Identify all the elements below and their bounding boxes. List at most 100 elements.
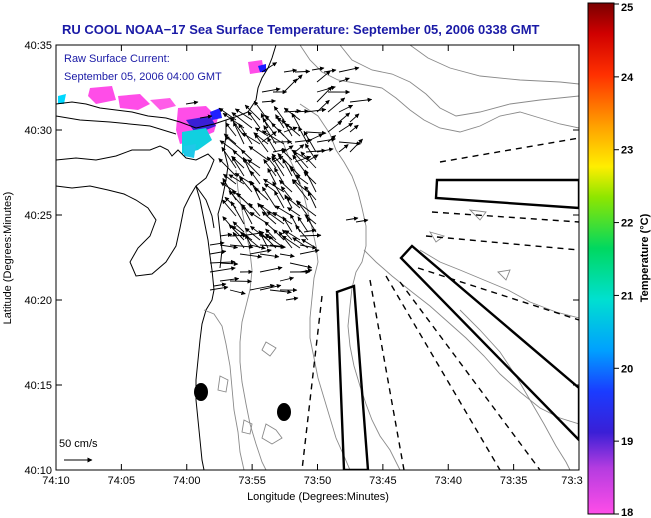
x-tick-label: 73:55 bbox=[238, 475, 266, 487]
current-vector bbox=[223, 173, 237, 185]
y-tick-label: 40:15 bbox=[24, 380, 52, 392]
y-tick-label: 40:25 bbox=[24, 210, 52, 222]
current-vector bbox=[349, 138, 363, 153]
current-vector bbox=[219, 244, 239, 250]
current-vector bbox=[239, 230, 265, 237]
colorbar-tick-label: 18 bbox=[621, 507, 633, 518]
current-vector bbox=[232, 231, 245, 249]
current-vector bbox=[272, 211, 293, 225]
x-tick-label: 74:00 bbox=[173, 475, 201, 487]
current-vector bbox=[242, 132, 261, 145]
x-tick-label: 73:40 bbox=[434, 475, 462, 487]
current-vector bbox=[224, 135, 245, 153]
current-vector bbox=[299, 233, 322, 238]
current-vector bbox=[311, 66, 325, 71]
current-vector bbox=[316, 86, 333, 103]
current-vector bbox=[294, 109, 309, 114]
current-vector bbox=[274, 190, 285, 209]
current-vector bbox=[248, 202, 261, 217]
current-vector bbox=[213, 282, 227, 287]
current-vector bbox=[294, 144, 305, 153]
current-vector bbox=[274, 205, 293, 217]
current-vector bbox=[338, 112, 351, 123]
current-vector bbox=[272, 147, 287, 153]
current-vector bbox=[304, 169, 317, 193]
current-vector bbox=[305, 107, 327, 113]
current-vector bbox=[272, 155, 284, 163]
colorbar-tick-label: 23 bbox=[621, 145, 633, 157]
current-vector bbox=[286, 196, 301, 209]
current-vector bbox=[297, 216, 309, 233]
current-vector bbox=[221, 146, 237, 169]
current-vector bbox=[209, 241, 225, 246]
current-vector bbox=[209, 259, 236, 265]
current-vector bbox=[263, 159, 277, 177]
sst-patches bbox=[58, 60, 266, 158]
current-vector bbox=[249, 244, 266, 250]
current-vector bbox=[249, 248, 272, 255]
current-vector bbox=[299, 248, 320, 255]
current-vector bbox=[221, 199, 237, 217]
current-vector bbox=[291, 179, 309, 201]
current-vector bbox=[228, 174, 245, 185]
current-vector bbox=[283, 126, 298, 133]
current-vector bbox=[239, 253, 263, 259]
current-vector bbox=[279, 253, 295, 258]
current-vector bbox=[298, 126, 309, 145]
current-vector bbox=[289, 262, 313, 270]
current-vector bbox=[307, 191, 317, 209]
scale-label: 50 cm/s bbox=[59, 438, 98, 450]
current-vector bbox=[243, 158, 261, 177]
current-vector bbox=[291, 112, 301, 129]
current-vector bbox=[219, 232, 233, 238]
x-tick-label: 73:35 bbox=[500, 475, 528, 487]
x-axis-label: Longitude (Degrees:Minutes) bbox=[247, 491, 389, 503]
current-vector bbox=[234, 108, 253, 121]
x-tick-label: 74:10 bbox=[42, 475, 70, 487]
current-vector bbox=[259, 253, 280, 259]
current-vector bbox=[269, 289, 292, 295]
colorbar-tick-label: 20 bbox=[621, 363, 633, 375]
current-vector bbox=[287, 207, 301, 217]
current-vector bbox=[273, 106, 285, 121]
current-vector bbox=[338, 104, 354, 113]
current-vector bbox=[219, 261, 239, 267]
colorbar-ticks: 25 24 23 22 21 20 19 18 bbox=[614, 2, 634, 518]
current-vector bbox=[281, 235, 301, 249]
channel-outlines bbox=[335, 178, 579, 470]
current-vector bbox=[327, 135, 336, 143]
current-vector bbox=[225, 122, 237, 137]
current-vector bbox=[219, 276, 240, 282]
current-vector bbox=[209, 249, 227, 255]
current-vector bbox=[282, 216, 293, 233]
current-vector bbox=[240, 149, 253, 161]
current-vector bbox=[316, 147, 334, 153]
colorbar bbox=[587, 2, 615, 515]
colorbar-tick-label: 19 bbox=[621, 436, 633, 448]
current-vector bbox=[254, 133, 269, 153]
current-vector bbox=[296, 200, 317, 217]
current-vector bbox=[290, 166, 301, 185]
current-vector bbox=[294, 69, 311, 74]
current-vector bbox=[229, 244, 254, 250]
legend-line-2: September 05, 2006 04:00 GMT bbox=[64, 71, 222, 83]
current-vector bbox=[263, 125, 277, 145]
current-vector bbox=[349, 113, 360, 123]
current-vector bbox=[305, 133, 324, 143]
current-vector bbox=[285, 296, 299, 301]
current-vector bbox=[295, 224, 309, 241]
current-vector bbox=[250, 170, 261, 185]
current-vector bbox=[233, 121, 245, 145]
current-vector bbox=[263, 183, 277, 193]
x-tick-label: 73:50 bbox=[304, 475, 332, 487]
current-vector bbox=[232, 150, 245, 161]
x-axis-ticks: 74:10 74:05 74:00 73:55 73:50 73:45 73:40 73:35… bbox=[42, 45, 583, 487]
dashed-lines bbox=[301, 137, 579, 470]
marker-dot bbox=[194, 383, 208, 401]
current-vector bbox=[269, 244, 285, 249]
current-vector bbox=[283, 145, 294, 153]
legend-line-1: Raw Surface Current: bbox=[64, 53, 170, 65]
current-vector bbox=[283, 108, 302, 114]
current-vector bbox=[248, 145, 269, 161]
current-vector bbox=[185, 100, 199, 105]
